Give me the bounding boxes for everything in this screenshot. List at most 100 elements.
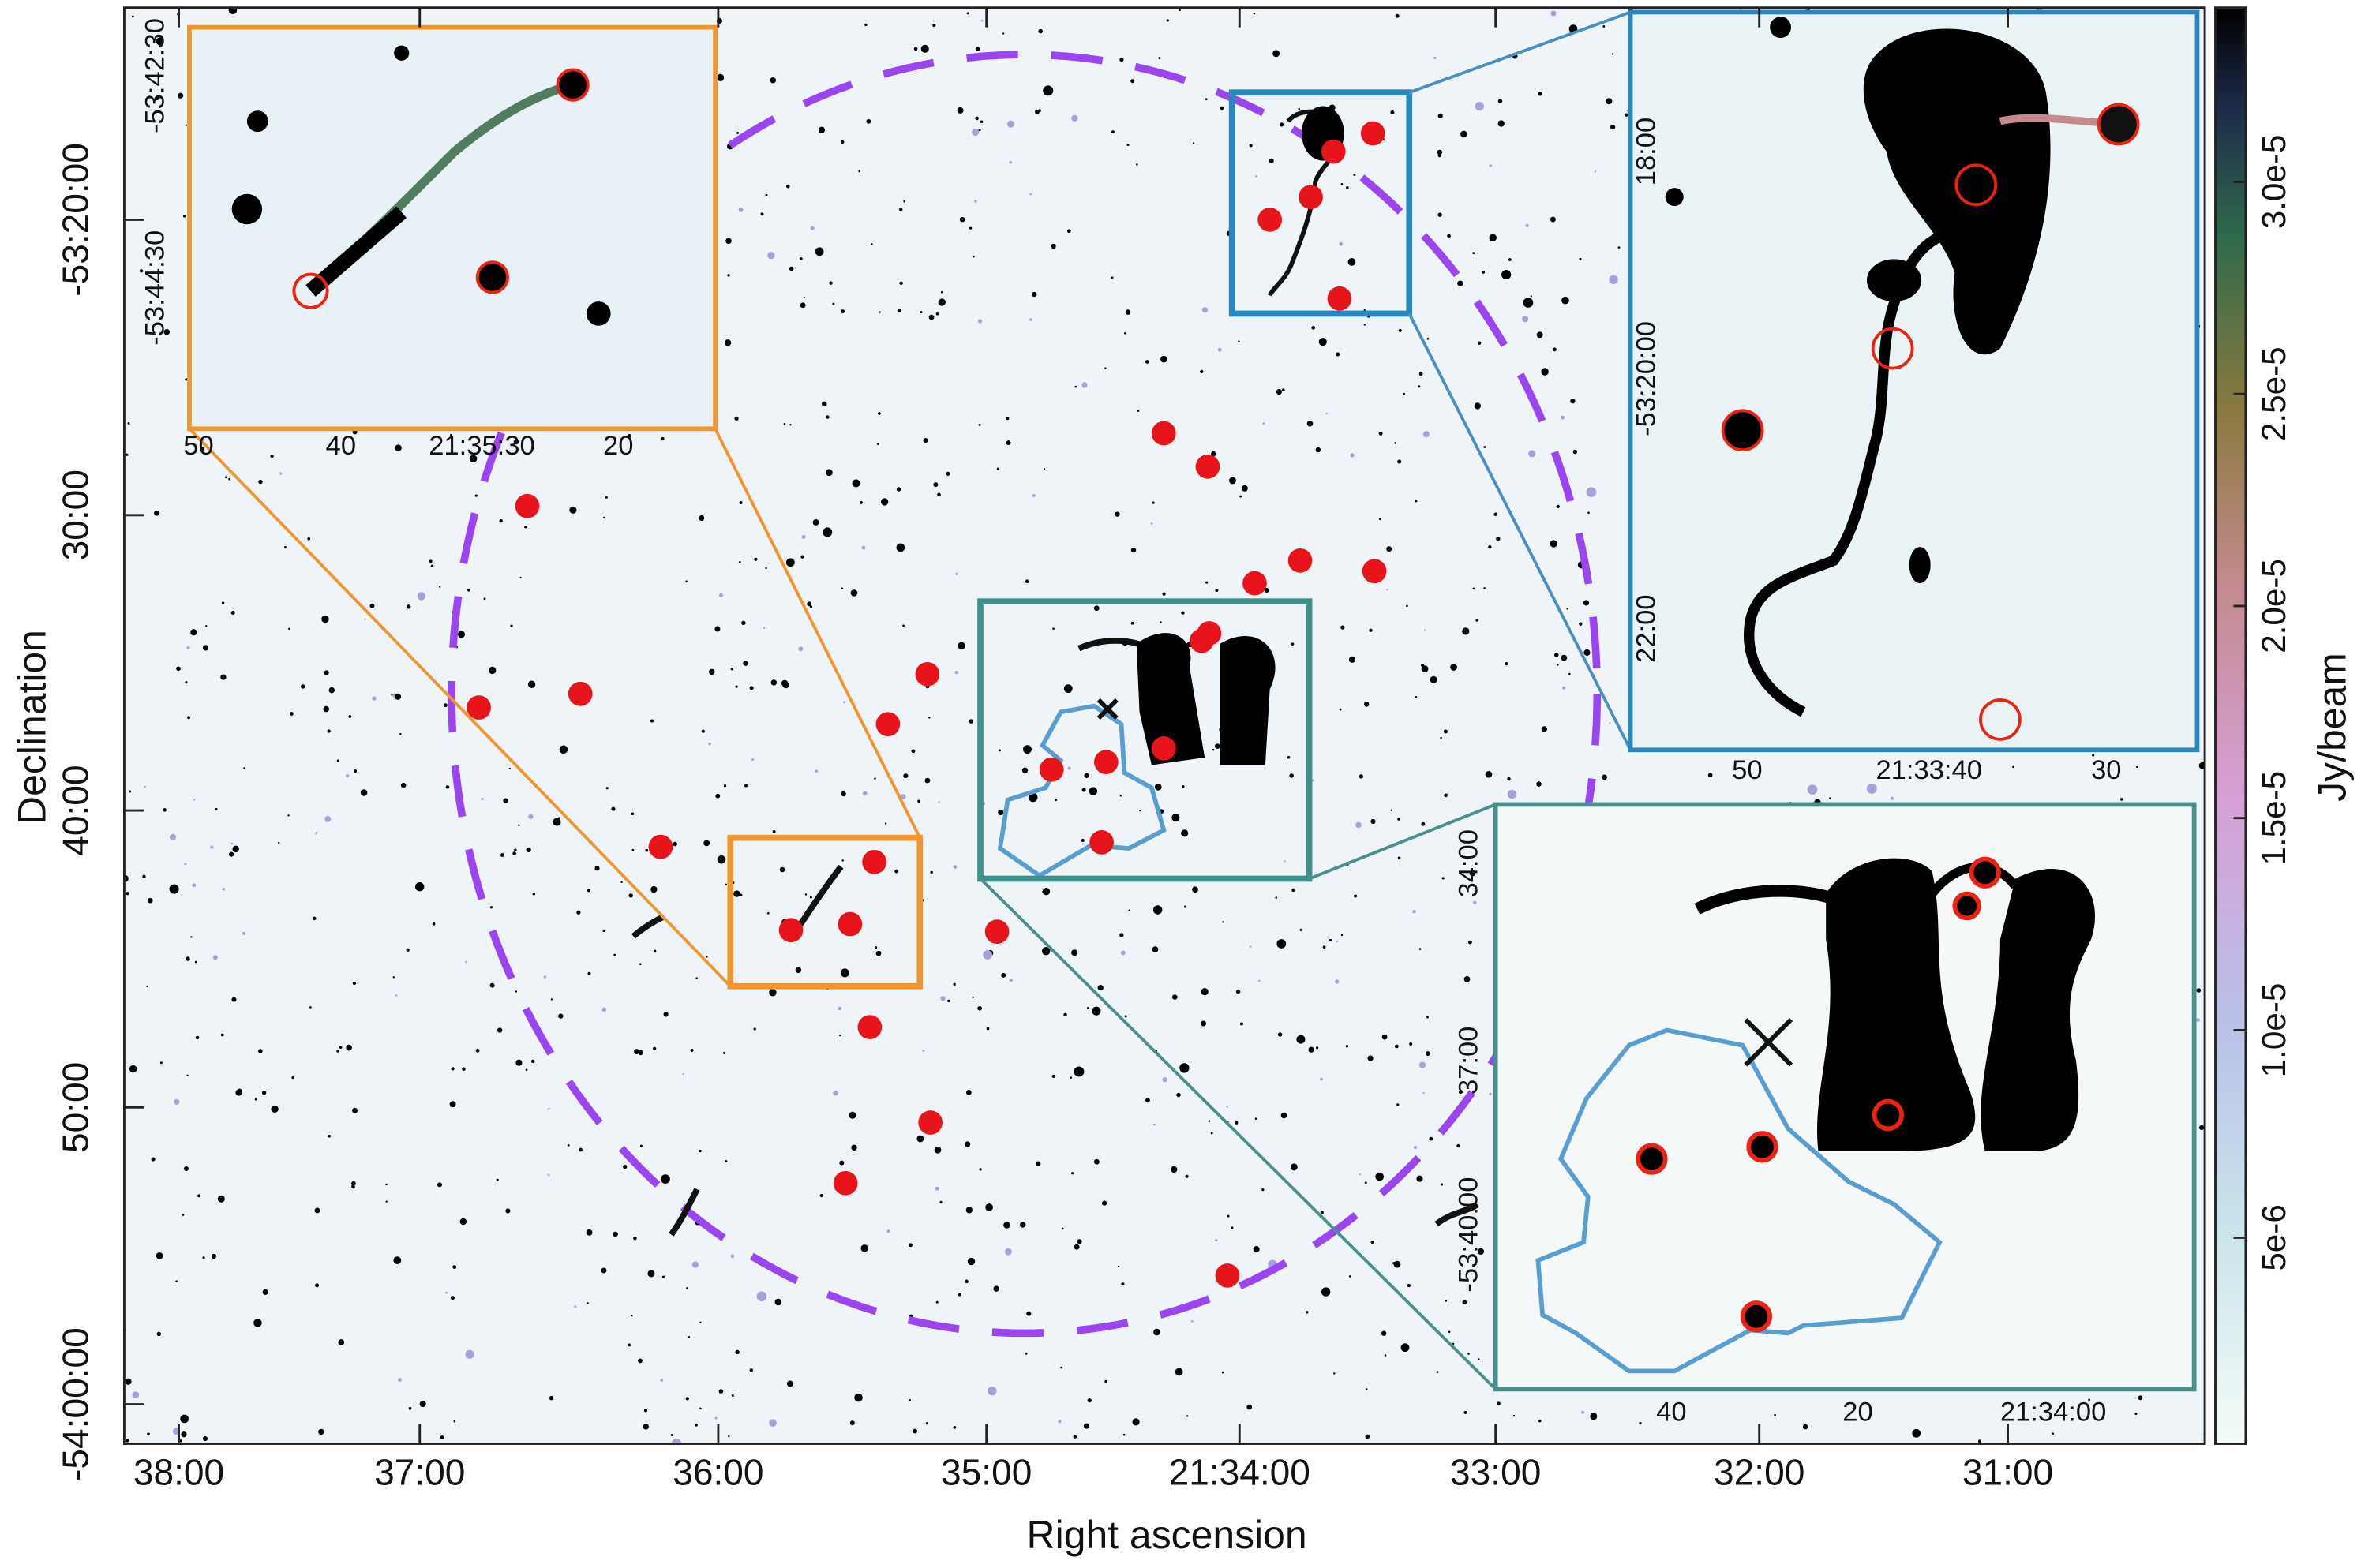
noise-dot xyxy=(202,1256,205,1259)
noise-dot xyxy=(638,1050,643,1056)
noise-dot xyxy=(653,949,657,953)
noise-dot xyxy=(861,545,866,550)
noise-dot xyxy=(528,814,534,819)
noise-dot xyxy=(514,848,517,851)
noise-dot xyxy=(1348,656,1356,663)
noise-dot xyxy=(185,124,188,126)
noise-dot xyxy=(230,842,234,845)
noise-dot xyxy=(1029,318,1032,322)
inset-y-tick-label: -53:20:00 xyxy=(1631,321,1661,436)
noise-dot xyxy=(769,1419,777,1427)
noise-dot xyxy=(126,1439,129,1443)
noise-dot xyxy=(1437,113,1443,118)
noise-dot xyxy=(809,896,812,899)
noise-dot xyxy=(631,848,635,851)
noise-dot xyxy=(1375,1172,1384,1181)
noise-dot xyxy=(1397,459,1402,464)
noise-dot xyxy=(1896,779,1898,781)
noise-dot xyxy=(1318,338,1327,346)
noise-dot xyxy=(814,769,818,773)
noise-dot xyxy=(1249,144,1253,148)
noise-dot xyxy=(163,808,167,812)
noise-dot xyxy=(1550,216,1556,223)
noise-dot xyxy=(803,296,806,299)
noise-dot xyxy=(975,116,979,121)
inset-y-tick-label: 22:00 xyxy=(1631,595,1661,663)
noise-dot xyxy=(176,666,181,672)
noise-dot xyxy=(1221,1371,1224,1374)
red-marker xyxy=(1215,1263,1240,1288)
connector xyxy=(979,878,1497,1390)
noise-dot xyxy=(398,1378,402,1382)
noise-dot xyxy=(833,1090,838,1096)
noise-dot xyxy=(899,281,903,286)
noise-dot xyxy=(1289,773,1294,778)
noise-dot xyxy=(1346,185,1349,189)
noise-dot xyxy=(967,1257,976,1266)
noise-dot xyxy=(1602,25,1606,28)
noise-dot xyxy=(307,537,311,541)
noise-dot xyxy=(1459,1091,1463,1095)
noise-dot xyxy=(717,855,726,864)
noise-dot xyxy=(1525,223,1529,227)
inset-y-tick-label: -53:42:30 xyxy=(140,18,170,133)
noise-dot xyxy=(862,791,868,796)
y-tick-label: -54:00:00 xyxy=(54,1327,96,1481)
noise-dot xyxy=(1423,629,1426,631)
noise-dot xyxy=(242,931,245,935)
noise-dot xyxy=(440,1435,444,1439)
noise-dot xyxy=(1002,32,1005,35)
noise-dot xyxy=(601,1267,607,1274)
inset-x-tick-label: 21:33:40 xyxy=(1876,755,1981,785)
cross-marker xyxy=(1096,698,1119,720)
noise-dot xyxy=(871,243,873,245)
noise-dot xyxy=(1489,234,1497,241)
noise-dot xyxy=(916,1135,924,1143)
noise-dot xyxy=(1007,120,1015,128)
noise-dot xyxy=(1452,1342,1455,1345)
noise-dot xyxy=(197,1194,200,1198)
noise-dot xyxy=(1379,518,1381,521)
noise-dot xyxy=(744,784,748,788)
noise-dot xyxy=(457,631,466,638)
noise-dot xyxy=(1802,1424,1808,1430)
noise-dot xyxy=(1215,1238,1218,1242)
noise-dot xyxy=(959,216,965,223)
dashed-ellipse xyxy=(448,51,1602,1338)
red-marker xyxy=(857,1015,883,1039)
noise-dot xyxy=(671,1438,682,1444)
noise-dot xyxy=(832,302,835,305)
noise-dot xyxy=(1190,1319,1194,1323)
noise-dot xyxy=(338,1339,345,1345)
noise-dot xyxy=(587,889,591,893)
noise-dot xyxy=(1348,1275,1351,1278)
noise-dot xyxy=(1130,79,1135,84)
noise-dot xyxy=(1004,1248,1012,1256)
noise-dot xyxy=(465,1349,474,1359)
noise-dot xyxy=(587,971,591,975)
noise-dot xyxy=(1384,1354,1387,1357)
red-marker xyxy=(915,661,940,687)
noise-dot xyxy=(1587,511,1590,515)
noise-dot xyxy=(1617,246,1621,249)
noise-dot xyxy=(840,140,845,144)
noise-dot xyxy=(1070,1076,1073,1079)
noise-dot xyxy=(258,1049,263,1053)
noise-dot xyxy=(1284,860,1286,863)
noise-dot xyxy=(230,611,235,616)
noise-dot xyxy=(1175,1368,1183,1376)
noise-dot xyxy=(530,1059,535,1064)
noise-dot xyxy=(1290,1163,1298,1171)
noise-dot xyxy=(1235,989,1241,994)
noise-dot xyxy=(782,681,789,689)
noise-dot xyxy=(1269,158,1274,163)
noise-dot xyxy=(623,1164,628,1169)
noise-dot xyxy=(1412,909,1416,914)
noise-dot xyxy=(1074,385,1077,388)
noise-dot xyxy=(1400,1343,1410,1353)
noise-dot xyxy=(1212,748,1215,751)
noise-dot xyxy=(661,1174,670,1184)
noise-dot xyxy=(1378,431,1383,436)
noise-dot xyxy=(938,801,940,803)
noise-dot xyxy=(1501,269,1512,280)
